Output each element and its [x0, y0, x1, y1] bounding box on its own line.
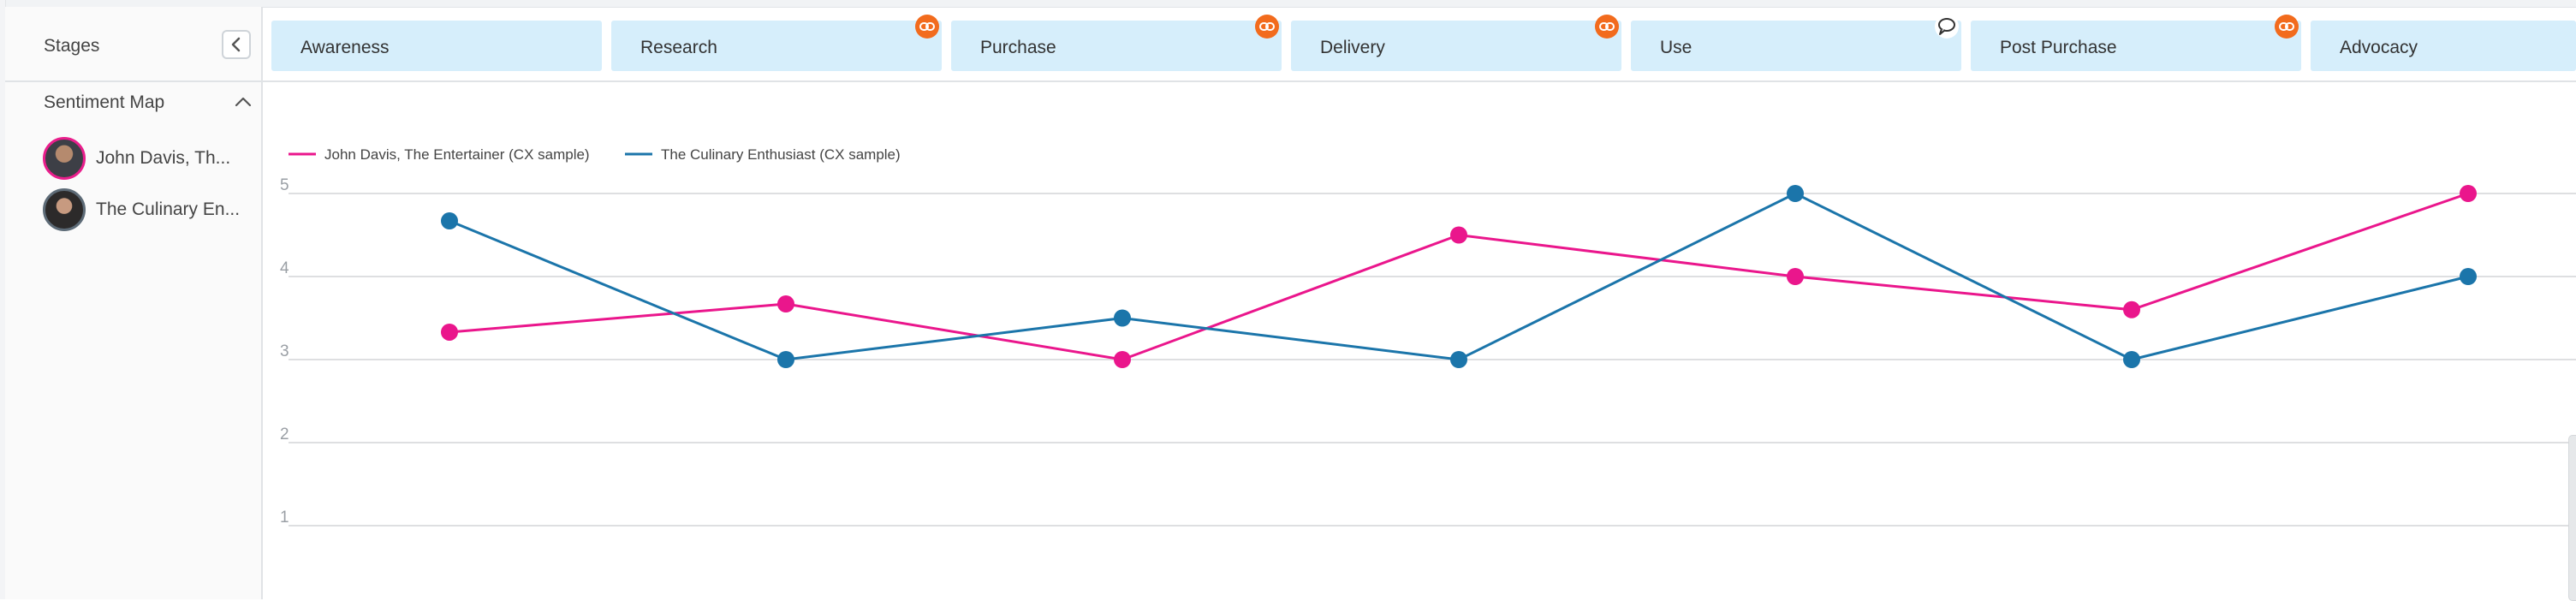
collapse-sidebar-button[interactable] [222, 30, 251, 59]
data-point [1450, 351, 1467, 368]
data-point [777, 295, 794, 313]
stage-research[interactable]: Research [611, 15, 942, 71]
stage-post-purchase[interactable]: Post Purchase [1971, 15, 2301, 71]
persona-culinary-enthusiast[interactable]: The Culinary En... [43, 187, 240, 233]
chevron-up-icon[interactable] [235, 96, 252, 108]
data-point [1787, 268, 1804, 285]
persona-john-davis[interactable]: John Davis, Th... [43, 135, 230, 181]
data-point [2460, 185, 2477, 202]
stages-label: Stages [44, 36, 100, 56]
vertical-scrollbar[interactable] [2568, 435, 2576, 601]
sidebar-header: Stages [5, 7, 261, 82]
main-area: Awareness Research Purchase Delivery [263, 7, 2576, 599]
persona-name: The Culinary En... [96, 199, 241, 219]
link-icon[interactable] [914, 14, 940, 39]
stage-awareness[interactable]: Awareness [271, 21, 602, 71]
data-point [2460, 268, 2477, 285]
data-point [2123, 300, 2140, 318]
link-icon[interactable] [2274, 14, 2299, 39]
sidebar: Stages Sentiment Map John Davis, Th... T… [5, 7, 263, 599]
data-point [1114, 351, 1131, 368]
y-tick-label: 1 [280, 509, 289, 527]
y-tick-label: 3 [280, 342, 289, 360]
stage-purchase[interactable]: Purchase [951, 15, 1282, 71]
stage-advocacy[interactable]: Advocacy [2311, 21, 2576, 71]
data-point [2123, 351, 2140, 368]
stage-label: Post Purchase [2000, 38, 2117, 57]
comment-icon[interactable] [1934, 14, 1960, 39]
link-icon[interactable] [1254, 14, 1280, 39]
data-point [441, 212, 458, 230]
stage-label: Delivery [1320, 38, 1385, 57]
window-top-border [0, 0, 2576, 8]
legend-label: John Davis, The Entertainer (CX sample) [324, 146, 590, 163]
avatar [43, 137, 86, 180]
link-icon[interactable] [1594, 14, 1620, 39]
y-tick-label: 5 [280, 176, 289, 194]
stage-delivery[interactable]: Delivery [1291, 15, 1621, 71]
stage-label: Research [640, 38, 717, 57]
sentiment-chart: 1 2 3 4 5 John Davis, The Entertainer (CX sam… [280, 146, 2576, 527]
y-tick-label: 4 [280, 259, 289, 277]
persona-name: John Davis, Th... [96, 148, 231, 168]
stage-label: Use [1660, 38, 1693, 57]
data-point [1450, 226, 1467, 244]
data-point [1114, 309, 1131, 327]
data-point [777, 351, 794, 368]
legend-label: The Culinary Enthusiast (CX sample) [661, 146, 901, 163]
stage-label: Advocacy [2340, 38, 2418, 57]
sentiment-map-title: Sentiment Map [44, 92, 165, 112]
stage-label: Purchase [980, 38, 1056, 57]
y-tick-label: 2 [280, 425, 289, 443]
stage-label: Awareness [300, 38, 390, 57]
avatar [43, 188, 86, 231]
stage-bar: Awareness Research Purchase Delivery [263, 7, 2576, 82]
chevron-left-icon [231, 37, 241, 52]
stage-use[interactable]: Use [1631, 15, 1961, 71]
data-point [441, 323, 458, 341]
data-point [1787, 185, 1804, 202]
